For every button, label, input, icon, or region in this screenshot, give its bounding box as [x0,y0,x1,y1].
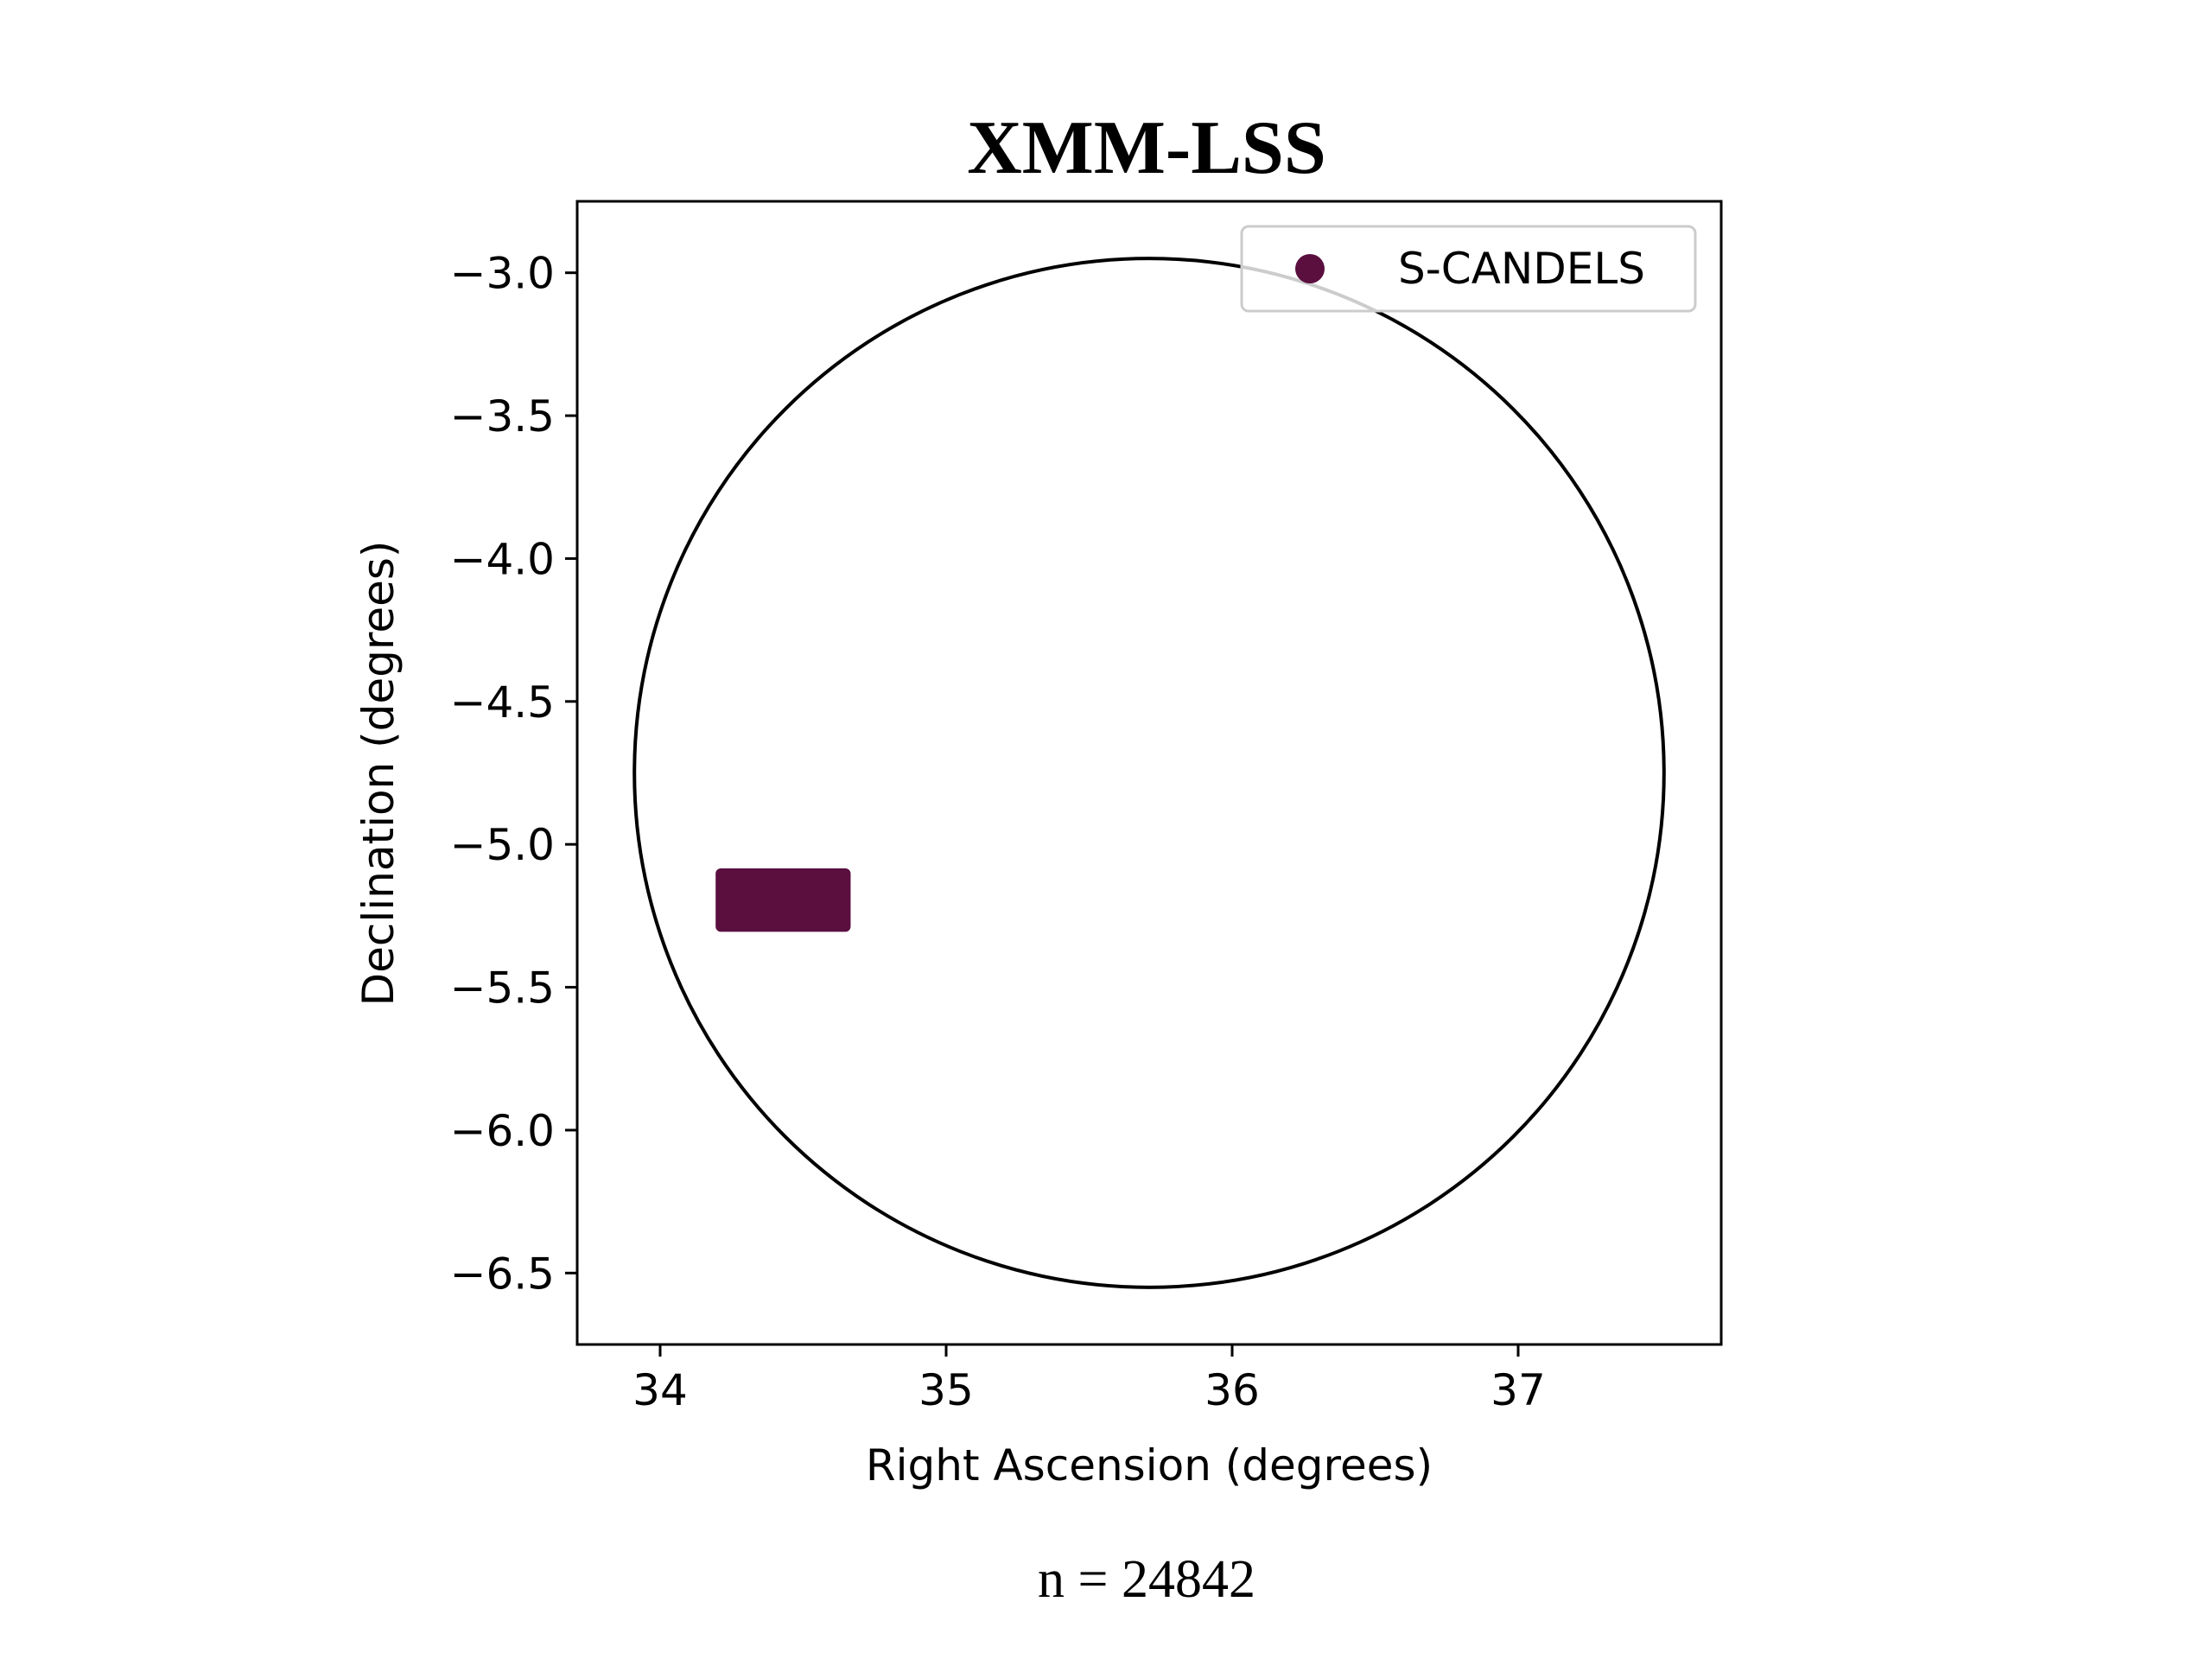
legend-label: S-CANDELS [1398,244,1645,294]
x-tick-label: 36 [1205,1365,1260,1415]
axes-frame [575,200,1723,1346]
x-axis-label: Right Ascension (degrees) [866,1440,1433,1491]
y-tick-label: −3.0 [450,249,555,299]
scatter-points-region [715,868,851,932]
x-tick-label: 34 [632,1365,688,1415]
y-axis: −3.0 −3.5 −4.0 −4.5 −5.0 −5.5 −6.0 −6.5 [450,249,577,1299]
legend: S-CANDELS [1240,225,1697,313]
y-tick-label: −6.5 [450,1249,555,1299]
y-tick-label: −4.5 [450,677,555,728]
plot-area [632,257,1666,1289]
count-annotation: n = 24842 [1038,1550,1255,1609]
y-tick-label: −5.0 [450,820,555,870]
y-tick-label: −4.0 [450,534,555,584]
legend-marker [1295,254,1325,283]
y-axis-label: Declination (degrees) [353,541,404,1007]
y-tick-label: −6.0 [450,1106,555,1156]
y-tick-label: −3.5 [450,391,555,442]
chart-title: XMM-LSS [967,106,1326,190]
x-tick-label: 35 [918,1365,974,1415]
y-tick-label: −5.5 [450,963,555,1014]
series-s-candels [715,868,851,932]
field-circle [632,257,1666,1289]
x-tick-label: 37 [1491,1365,1546,1415]
legend-box [1240,225,1697,313]
x-axis: 34 35 36 37 [632,1344,1546,1415]
